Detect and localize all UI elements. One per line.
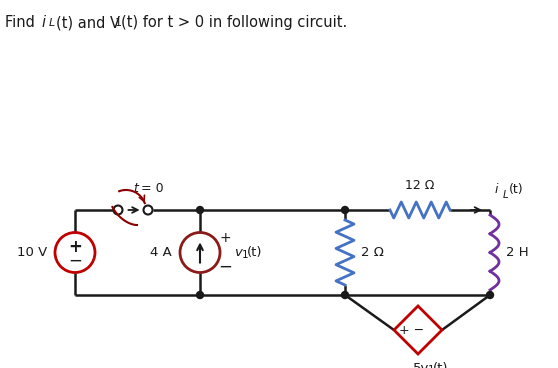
Circle shape [487, 291, 493, 298]
Text: L: L [503, 190, 509, 200]
Text: 1: 1 [115, 18, 122, 28]
Text: 12 Ω: 12 Ω [405, 179, 435, 192]
Text: (t) and V: (t) and V [56, 15, 120, 30]
Text: 1: 1 [428, 365, 435, 368]
Text: −: − [218, 258, 232, 276]
Text: i: i [495, 183, 498, 196]
Circle shape [341, 206, 349, 213]
Text: 2 H: 2 H [506, 246, 528, 259]
Text: (t) for t > 0 in following circuit.: (t) for t > 0 in following circuit. [121, 15, 347, 30]
Text: + −: + − [400, 323, 425, 336]
Text: +: + [68, 237, 82, 255]
Text: (t): (t) [433, 362, 449, 368]
Text: Find: Find [5, 15, 40, 30]
Text: 4 A: 4 A [150, 246, 172, 259]
Text: −: − [68, 251, 82, 269]
Text: 1: 1 [242, 251, 249, 261]
Text: L: L [49, 18, 55, 28]
Circle shape [196, 206, 204, 213]
Text: v: v [234, 246, 242, 259]
Circle shape [341, 291, 349, 298]
Text: +: + [219, 231, 231, 245]
Text: t: t [133, 182, 138, 195]
Text: 10 V: 10 V [17, 246, 47, 259]
Text: 5v: 5v [413, 362, 429, 368]
Circle shape [196, 291, 204, 298]
Text: (t): (t) [509, 183, 523, 196]
Text: = 0: = 0 [141, 182, 163, 195]
Text: (t): (t) [247, 246, 262, 259]
Text: i: i [41, 15, 45, 30]
Text: 2 Ω: 2 Ω [361, 246, 384, 259]
